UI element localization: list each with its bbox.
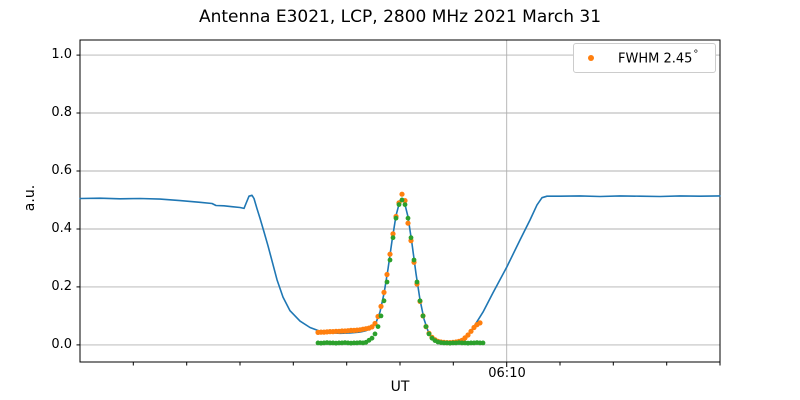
series-measured-points <box>315 191 483 346</box>
legend-label-text: FWHM 2.45 <box>618 51 693 67</box>
y-tick-label-0.8: 0.8 <box>51 105 72 121</box>
gridlines <box>80 40 720 362</box>
legend-label: FWHM 2.45° <box>618 49 698 66</box>
axis-ticks <box>76 54 721 367</box>
legend-degree-symbol: ° <box>693 49 699 61</box>
legend-marker-dot <box>588 55 594 61</box>
y-tick-label-0.4: 0.4 <box>51 220 72 236</box>
y-tick-label-0.6: 0.6 <box>51 163 72 178</box>
x-tick-label-0610: 06:10 <box>488 366 526 381</box>
y-tick-label-1.0: 1.0 <box>51 47 72 63</box>
chart-title: Antenna E3021, LCP, 2800 MHz 2021 March … <box>198 7 602 27</box>
legend: FWHM 2.45° <box>573 43 716 73</box>
series-gaussian-fit-points <box>315 197 486 346</box>
x-axis-label: UT <box>390 379 410 395</box>
y-tick-label-0.0: 0.0 <box>51 336 72 352</box>
series-antenna-signal <box>79 194 721 344</box>
y-tick-label-0.2: 0.2 <box>51 278 72 294</box>
